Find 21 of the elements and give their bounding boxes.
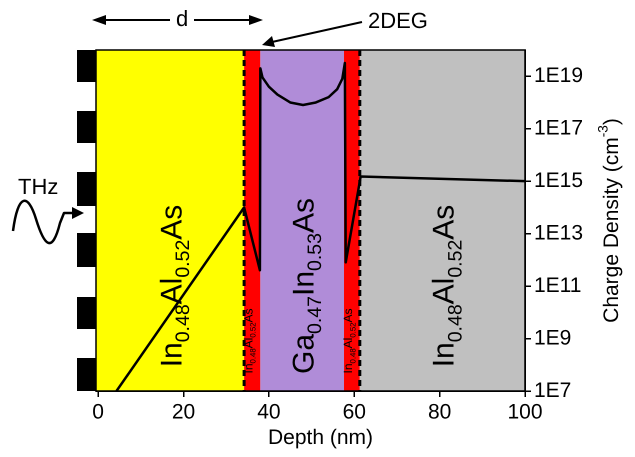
x-tick-label: 100 (507, 400, 543, 424)
band-label: Ga0.47In0.53As (287, 198, 326, 374)
x-tick-label: 40 (257, 400, 281, 424)
band-label: In0.48Al0.52As (155, 204, 194, 368)
y-tick-label: 1E9 (534, 326, 572, 350)
y-tick-label: 1E13 (534, 221, 584, 244)
y-tick-label: 1E17 (534, 116, 584, 140)
y-tick-label: 1E15 (534, 168, 584, 192)
x-tick-label: 60 (342, 400, 366, 424)
x-tick-label: 20 (172, 400, 196, 424)
text: 2DEG (368, 8, 428, 33)
x-tick-label: 0 (92, 400, 104, 424)
y-tick-label: 1E19 (534, 64, 584, 88)
text: d (176, 6, 188, 31)
text: THz (18, 174, 58, 199)
band-label: In0.48Al0.52As (428, 204, 466, 368)
y-axis-title: Charge Density (cm-3) (595, 118, 623, 323)
x-tick-label: 80 (428, 400, 452, 424)
y-tick-label: 1E11 (534, 274, 582, 297)
x-axis-title: Depth (nm) (268, 426, 374, 449)
y-tick-label: 1E7 (534, 378, 572, 402)
